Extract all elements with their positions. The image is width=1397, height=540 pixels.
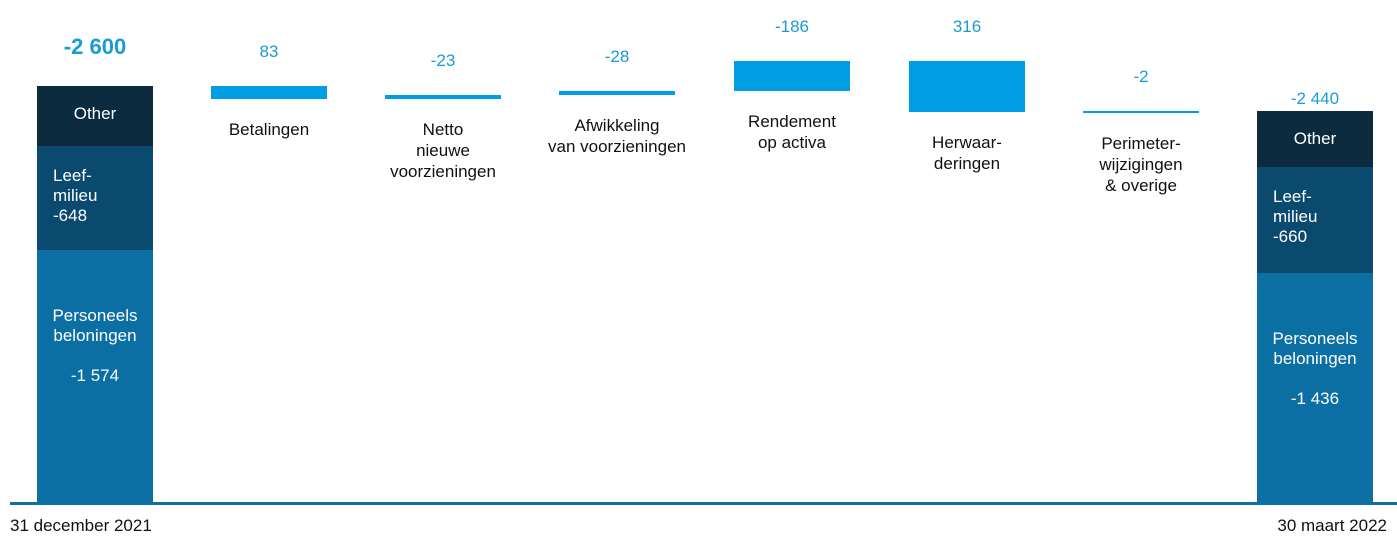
segment-label: Personeels beloningen bbox=[1272, 328, 1358, 368]
step-value: -2 bbox=[1133, 67, 1149, 87]
stack-segment: Leef- milieu -660 bbox=[1257, 166, 1373, 273]
category-label: Netto nieuwe voorzieningen bbox=[390, 120, 496, 182]
step-bar bbox=[1083, 111, 1199, 113]
step-value: -23 bbox=[430, 51, 456, 71]
segment-label: Other bbox=[1293, 129, 1337, 149]
step-bar bbox=[559, 90, 675, 96]
step-bar bbox=[211, 85, 327, 100]
segment-label: Other bbox=[73, 103, 117, 123]
step-bar bbox=[909, 61, 1025, 112]
segment-value: -1 574 bbox=[70, 366, 120, 386]
segment-value: -660 bbox=[1273, 226, 1308, 246]
segment-value: -648 bbox=[53, 206, 88, 226]
segment-label: Leef- milieu bbox=[1273, 186, 1318, 226]
segment-label: Leef- milieu bbox=[53, 166, 98, 206]
stack-segment: Personeels beloningen -1 436 bbox=[1257, 272, 1373, 503]
step-value: 316 bbox=[952, 17, 982, 36]
date-label: 31 december 2021 bbox=[10, 516, 152, 535]
baseline bbox=[10, 502, 1397, 505]
stack-segment: Other bbox=[1257, 111, 1373, 167]
category-label: Herwaar- deringen bbox=[932, 132, 1002, 173]
category-label: Perimeter- wijzigingen & overige bbox=[1099, 133, 1183, 195]
step-bar bbox=[385, 95, 501, 100]
step-bar bbox=[734, 61, 850, 91]
stack-segment: Other bbox=[37, 85, 153, 147]
segment-label: Personeels beloningen bbox=[52, 306, 138, 346]
total-label: -2 440 bbox=[1290, 89, 1340, 109]
date-label: 30 maart 2022 bbox=[1277, 516, 1387, 535]
category-label: Rendement op activa bbox=[748, 111, 836, 152]
segment-value: -1 436 bbox=[1290, 388, 1340, 408]
step-value: 83 bbox=[259, 41, 279, 61]
stack-segment: Leef- milieu -648 bbox=[37, 146, 153, 251]
stack-segment: Personeels beloningen -1 574 bbox=[37, 250, 153, 503]
category-label: Afwikkeling van voorzieningen bbox=[548, 116, 686, 157]
step-value: -186 bbox=[774, 17, 810, 36]
total-label: -2 600 bbox=[63, 33, 127, 59]
category-label: Betalingen bbox=[228, 120, 310, 140]
step-value: -28 bbox=[604, 46, 630, 66]
